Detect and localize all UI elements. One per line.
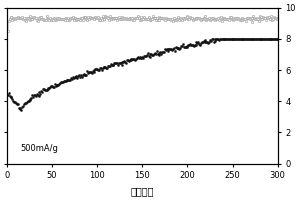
X-axis label: 循环次数: 循环次数 [130,186,154,196]
Text: 500mA/g: 500mA/g [20,144,58,153]
